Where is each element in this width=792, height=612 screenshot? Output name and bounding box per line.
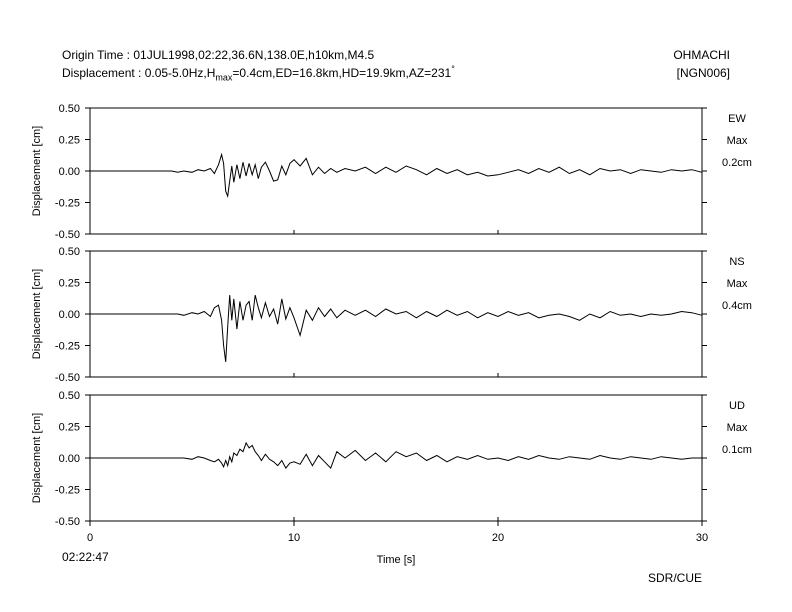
y-tick-label: 0.00 [59, 309, 80, 321]
origin-line: Origin Time : 01JUL1998,02:22,36.6N,138.… [62, 48, 375, 62]
y-tick-label: 0.00 [59, 166, 80, 178]
y-tick-label: -0.50 [55, 516, 80, 528]
y-tick-label: 0.25 [59, 422, 80, 434]
displacement-prefix: Displacement : 0.05-5.0Hz,H [62, 66, 216, 80]
trace-ew [90, 152, 703, 199]
y-axis-label: Displacement [cm] [31, 126, 43, 216]
trace-ns [90, 294, 703, 362]
y-tick-label: -0.25 [55, 198, 80, 210]
max-label-ns: Max [727, 278, 748, 290]
displacement-suffix: =0.4cm,ED=16.8km,HD=19.9km,AZ=231 [232, 66, 452, 80]
y-tick-label: 0.00 [59, 453, 80, 465]
max-value-ns: 0.4cm [722, 300, 752, 312]
y-tick-label: 0.50 [59, 103, 80, 115]
max-value-ew: 0.2cm [722, 157, 752, 169]
y-tick-label: 0.50 [59, 246, 80, 258]
component-label-ew: EW [728, 113, 746, 125]
y-tick-label: -0.25 [55, 341, 80, 353]
station-owner: OHMACHI [673, 48, 730, 62]
component-label-ud: UD [729, 400, 745, 412]
y-tick-label: 0.50 [59, 390, 80, 402]
x-axis-label: Time [s] [377, 554, 416, 566]
x-tick-label: 30 [696, 532, 708, 544]
max-label-ew: Max [727, 135, 748, 147]
credit-label: SDR/CUE [647, 571, 702, 585]
y-tick-label: -0.50 [55, 229, 80, 241]
trace-ud [90, 441, 702, 470]
y-tick-label: -0.25 [55, 485, 80, 497]
max-value-ud: 0.1cm [722, 444, 752, 456]
component-label-ns: NS [729, 256, 744, 268]
degree-symbol: ° [451, 64, 455, 74]
y-tick-label: 0.25 [59, 135, 80, 147]
max-label-ud: Max [727, 422, 748, 434]
station-code: [NGN006] [676, 66, 730, 80]
y-axis-label: Displacement [cm] [31, 413, 43, 503]
x-tick-label: 0 [87, 532, 93, 544]
x-tick-label: 20 [492, 532, 504, 544]
x-tick-label: 10 [288, 532, 300, 544]
start-time: 02:22:47 [62, 550, 109, 564]
y-tick-label: 0.25 [59, 278, 80, 290]
displacement-line: Displacement : 0.05-5.0Hz,Hmax=0.4cm,ED=… [62, 64, 455, 83]
y-tick-label: -0.50 [55, 372, 80, 384]
displacement-subscript: max [215, 72, 233, 83]
y-axis-label: Displacement [cm] [31, 269, 43, 359]
